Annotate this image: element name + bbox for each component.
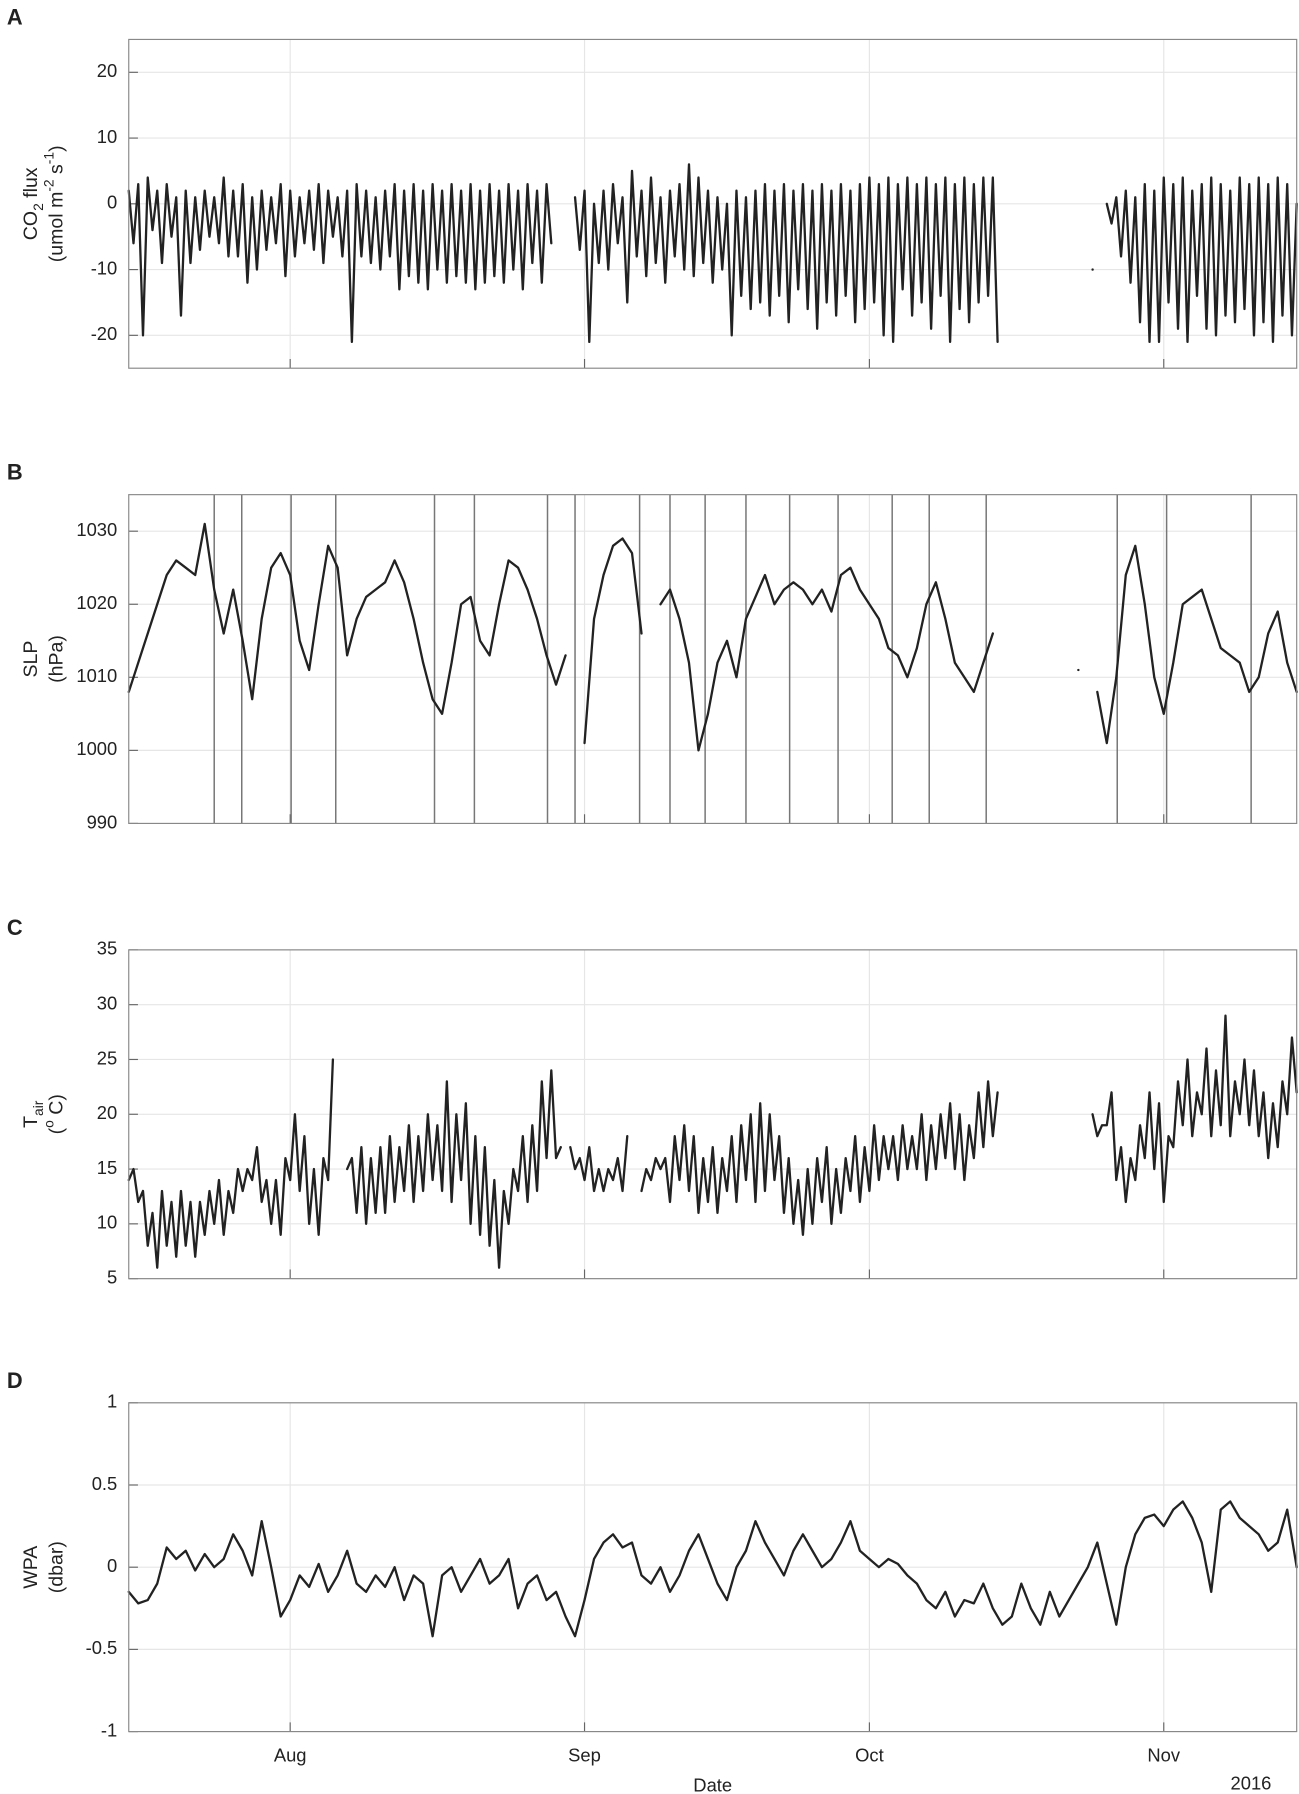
axes-frame: [128, 494, 1298, 825]
y-tick-label: 20: [97, 60, 117, 81]
y-tick-label: 1: [107, 1391, 117, 1412]
y-axis-label-part: SLP: [20, 641, 42, 678]
x-tick-label: Sep: [568, 1745, 601, 1766]
y-axis-label-part: (: [46, 1127, 68, 1134]
y-tick-label: 25: [97, 1047, 117, 1068]
y-axis-label: Tair: [20, 1100, 46, 1128]
y-axis-label: (umol m-2 s-1): [42, 145, 68, 262]
y-tick-label: 5: [107, 1267, 117, 1288]
y-tick-label: -0.5: [86, 1637, 118, 1658]
y-axis-label-part: T: [20, 1116, 42, 1128]
y-tick-label: -10: [91, 257, 118, 278]
y-tick-label: 1000: [76, 738, 117, 759]
y-tick-label: 15: [97, 1157, 117, 1178]
y-tick-label: 0.5: [92, 1473, 118, 1494]
y-axis-label-part: 2: [31, 203, 46, 211]
y-axis-label-part: C): [46, 1094, 68, 1120]
y-tick-label: 0: [107, 192, 117, 213]
y-tick-label: 990: [87, 811, 118, 832]
panel-letter: C: [7, 915, 23, 940]
y-axis-label-part: (dbar): [46, 1541, 68, 1593]
y-axis-label: (hPa): [46, 635, 68, 683]
y-axis-label-part: (hPa): [46, 635, 68, 683]
y-tick-label: 1010: [76, 665, 117, 686]
y-axis-label-part: -1: [42, 152, 57, 164]
y-tick-label: 30: [97, 993, 117, 1014]
x-axis-label: Date: [693, 1775, 732, 1794]
y-axis-label-part: WPA: [20, 1546, 42, 1589]
axes-frame: [128, 949, 1298, 1280]
y-tick-label: 10: [97, 126, 117, 147]
y-axis-label: (o C): [42, 1094, 68, 1134]
data-line: [127, 163, 1298, 344]
data-line: [127, 1014, 1298, 1269]
panel-letter: A: [7, 5, 23, 30]
y-tick-label: 35: [97, 938, 117, 959]
y-axis-label-part: ): [46, 145, 68, 152]
y-tick-label: 20: [97, 1102, 117, 1123]
axes-frame: [128, 38, 1298, 369]
panel-letter: B: [7, 460, 23, 485]
y-tick-label: -20: [91, 323, 118, 344]
y-axis-label-part: o: [42, 1120, 57, 1128]
x-year-label: 2016: [1231, 1772, 1272, 1793]
y-tick-label: 1030: [76, 519, 117, 540]
y-axis-label-part: -2: [42, 179, 57, 191]
x-tick-label: Oct: [855, 1745, 884, 1766]
data-line: [127, 1500, 1298, 1638]
x-tick-label: Nov: [1147, 1745, 1180, 1766]
y-axis-label: CO2 flux: [20, 167, 46, 240]
panel-letter: D: [7, 1368, 23, 1393]
y-axis-label-part: flux: [20, 167, 42, 203]
data-line: [127, 522, 1298, 752]
y-tick-label: -1: [101, 1719, 117, 1740]
y-axis-label-part: (umol m: [46, 192, 68, 263]
axes-frame: [128, 1402, 1298, 1733]
y-axis-label-part: s: [46, 164, 68, 179]
y-tick-label: 10: [97, 1212, 117, 1233]
y-axis-label: WPA: [20, 1546, 42, 1589]
y-tick-label: 1020: [76, 592, 117, 613]
y-axis-label-part: air: [31, 1100, 46, 1116]
y-tick-label: 0: [107, 1555, 117, 1576]
y-axis-label-part: CO: [20, 211, 42, 240]
x-tick-label: Aug: [274, 1745, 307, 1766]
y-axis-label: SLP: [20, 641, 42, 678]
y-axis-label: (dbar): [46, 1541, 68, 1593]
